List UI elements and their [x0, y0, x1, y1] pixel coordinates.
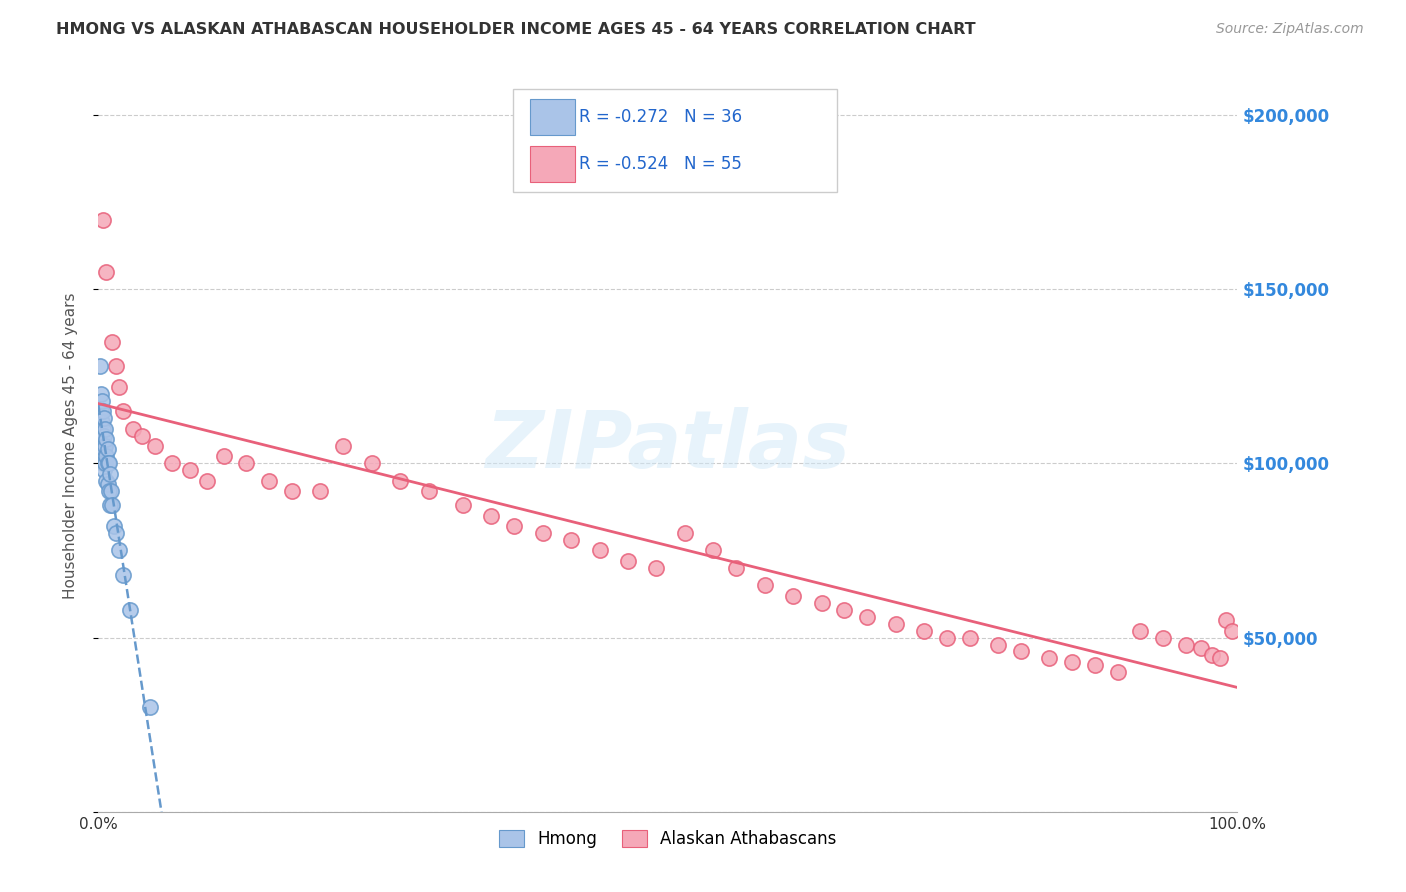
Point: [93, 463, 115, 477]
Point: [1129, 624, 1152, 638]
Point: [702, 543, 724, 558]
Legend: Hmong, Alaskan Athabascans: Hmong, Alaskan Athabascans: [492, 823, 844, 855]
Point: [94, 421, 117, 435]
Point: [131, 428, 153, 442]
Point: [1189, 640, 1212, 655]
Point: [259, 474, 281, 488]
Point: [91, 439, 114, 453]
Point: [834, 603, 856, 617]
Point: [560, 533, 582, 547]
Point: [91, 212, 114, 227]
Point: [93, 442, 115, 457]
Point: [479, 508, 502, 523]
Point: [235, 457, 257, 471]
Point: [1084, 658, 1107, 673]
Point: [725, 561, 748, 575]
Point: [112, 567, 135, 582]
Point: [1175, 638, 1198, 652]
Point: [1062, 655, 1084, 669]
Point: [91, 421, 114, 435]
Point: [94, 457, 117, 471]
Point: [101, 498, 124, 512]
Point: [91, 404, 114, 418]
Point: [987, 638, 1010, 652]
Point: [389, 474, 412, 488]
Point: [617, 554, 640, 568]
Point: [645, 561, 668, 575]
Point: [810, 596, 832, 610]
Point: [856, 609, 879, 624]
Point: [104, 359, 127, 373]
Point: [959, 631, 981, 645]
Point: [104, 526, 127, 541]
Point: [782, 589, 804, 603]
Point: [91, 457, 114, 471]
Point: [309, 484, 332, 499]
Point: [503, 519, 526, 533]
Point: [673, 526, 696, 541]
Point: [935, 631, 957, 645]
Point: [98, 498, 121, 512]
Text: R = -0.524   N = 55: R = -0.524 N = 55: [579, 155, 742, 173]
Y-axis label: Householder Income Ages 45 - 64 years: Householder Income Ages 45 - 64 years: [63, 293, 77, 599]
Point: [1107, 665, 1129, 680]
Point: [1209, 651, 1232, 665]
Point: [94, 439, 117, 453]
Point: [332, 439, 354, 453]
Point: [96, 450, 118, 464]
Point: [90, 415, 112, 429]
Point: [96, 457, 118, 471]
Point: [195, 474, 218, 488]
Point: [179, 463, 201, 477]
Text: ZIPatlas: ZIPatlas: [485, 407, 851, 485]
Point: [90, 386, 112, 401]
Text: HMONG VS ALASKAN ATHABASCAN HOUSEHOLDER INCOME AGES 45 - 64 YEARS CORRELATION CH: HMONG VS ALASKAN ATHABASCAN HOUSEHOLDER …: [56, 22, 976, 37]
Point: [1201, 648, 1223, 662]
Point: [90, 393, 112, 408]
Point: [93, 411, 115, 425]
Point: [108, 543, 131, 558]
Point: [90, 446, 112, 460]
Point: [360, 457, 382, 471]
Point: [96, 432, 118, 446]
Point: [418, 484, 440, 499]
Point: [96, 265, 118, 279]
Point: [138, 700, 160, 714]
Point: [1215, 613, 1237, 627]
Point: [912, 624, 935, 638]
Point: [212, 450, 235, 464]
Point: [145, 439, 167, 453]
Point: [754, 578, 776, 592]
Point: [1010, 644, 1032, 658]
Point: [451, 498, 474, 512]
Point: [90, 404, 112, 418]
Point: [1220, 624, 1243, 638]
Text: R = -0.272   N = 36: R = -0.272 N = 36: [579, 108, 742, 126]
Point: [96, 442, 118, 457]
Point: [1152, 631, 1174, 645]
Point: [97, 484, 120, 499]
Point: [162, 457, 184, 471]
Point: [281, 484, 304, 499]
Point: [121, 421, 143, 435]
Point: [120, 603, 142, 617]
Point: [90, 428, 112, 442]
Point: [588, 543, 610, 558]
Point: [112, 404, 135, 418]
Point: [89, 359, 111, 373]
Point: [93, 428, 115, 442]
Point: [101, 334, 124, 349]
Point: [98, 467, 121, 481]
Point: [531, 526, 554, 541]
Point: [100, 484, 122, 499]
Text: Source: ZipAtlas.com: Source: ZipAtlas.com: [1216, 22, 1364, 37]
Point: [97, 457, 120, 471]
Point: [1038, 651, 1060, 665]
Point: [96, 477, 118, 491]
Point: [96, 474, 118, 488]
Point: [103, 519, 125, 533]
Point: [884, 616, 907, 631]
Point: [108, 380, 131, 394]
